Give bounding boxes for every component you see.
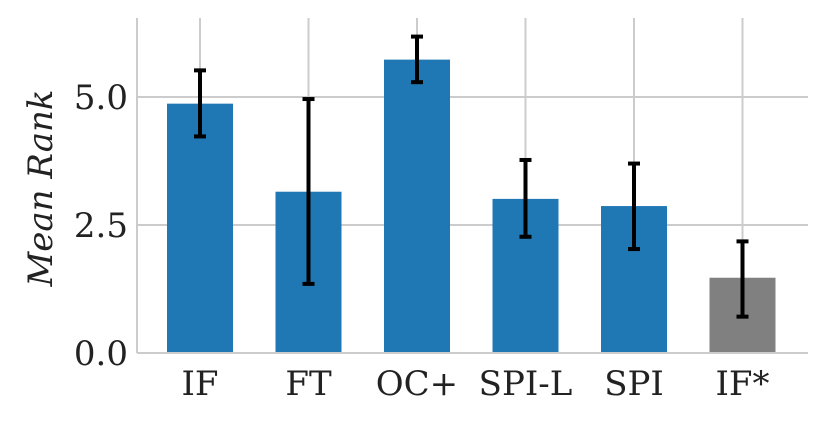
grid-layer <box>137 18 808 354</box>
x-tick-label: FT <box>285 364 332 404</box>
x-tick-label: SPI-L <box>479 364 573 404</box>
x-tick-label: SPI <box>604 364 664 404</box>
y-tick-label: 2.5 <box>74 206 128 246</box>
axis-layer: 0.0 2.5 5.0 IF FT OC+ SPI-L SPI IF* <box>74 18 808 404</box>
y-axis-label: Mean Rank <box>21 89 61 287</box>
bar-layer <box>167 59 776 354</box>
x-tick-label: OC+ <box>376 364 458 404</box>
bar <box>384 59 450 354</box>
x-tick-label: IF* <box>715 364 769 404</box>
error-bar-layer <box>194 34 749 319</box>
y-tick-label: 5.0 <box>74 78 128 118</box>
bar <box>167 103 233 353</box>
x-tick-label: IF <box>181 364 218 404</box>
y-tick-label: 0.0 <box>74 334 128 374</box>
